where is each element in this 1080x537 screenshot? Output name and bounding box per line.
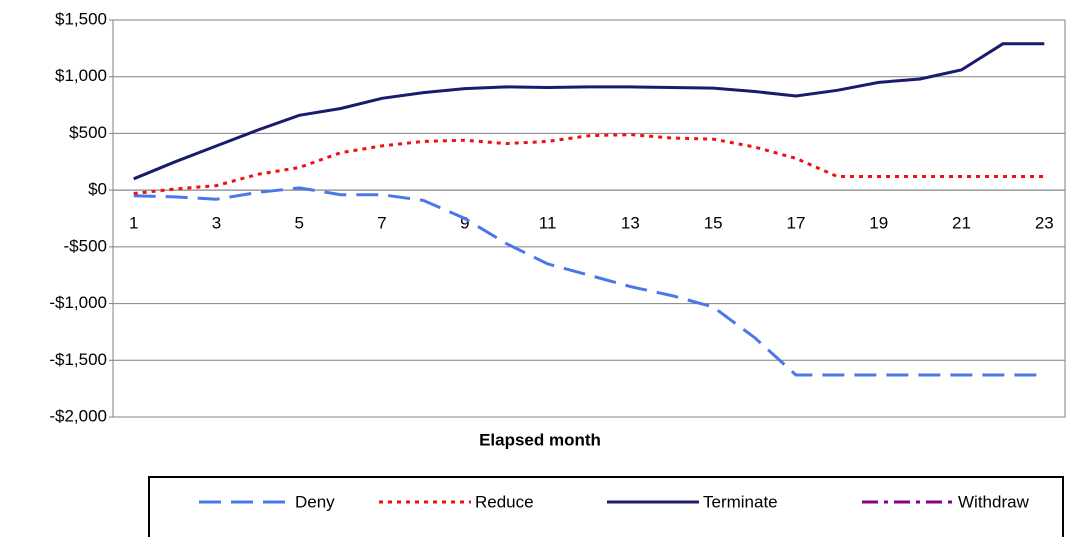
y-tick-label: $1,000 (55, 66, 107, 85)
x-tick-label: 15 (704, 214, 723, 233)
line-series (133, 186, 1045, 377)
line-series (133, 42, 1045, 181)
x-tick-label: 23 (1035, 214, 1054, 233)
x-tick-label: 5 (295, 214, 304, 233)
legend-label: Terminate (703, 492, 778, 511)
line-series (133, 133, 1045, 195)
x-tick-label: 7 (377, 214, 386, 233)
x-tick-label: 1 (129, 214, 138, 233)
x-tick-label: 3 (212, 214, 221, 233)
legend (148, 476, 1064, 537)
y-tick-label: -$2,000 (49, 406, 107, 425)
x-tick-label: 13 (621, 214, 640, 233)
y-tick-label: $1,500 (55, 9, 107, 28)
y-tick-label: -$1,500 (49, 350, 107, 369)
legend-label: Withdraw (958, 492, 1030, 511)
x-tick-label: 17 (786, 214, 805, 233)
x-axis-label: Elapsed month (479, 430, 601, 449)
y-tick-label: $500 (69, 123, 107, 142)
y-tick-label: -$1,000 (49, 293, 107, 312)
x-tick-label: 9 (460, 214, 469, 233)
x-tick-label: 21 (952, 214, 971, 233)
x-tick-label: 19 (869, 214, 888, 233)
legend-label: Reduce (475, 492, 534, 511)
x-tick-label: 11 (539, 214, 557, 233)
y-tick-label: $0 (88, 180, 107, 199)
legend-label: Deny (295, 492, 335, 511)
y-tick-label: -$500 (64, 236, 107, 255)
